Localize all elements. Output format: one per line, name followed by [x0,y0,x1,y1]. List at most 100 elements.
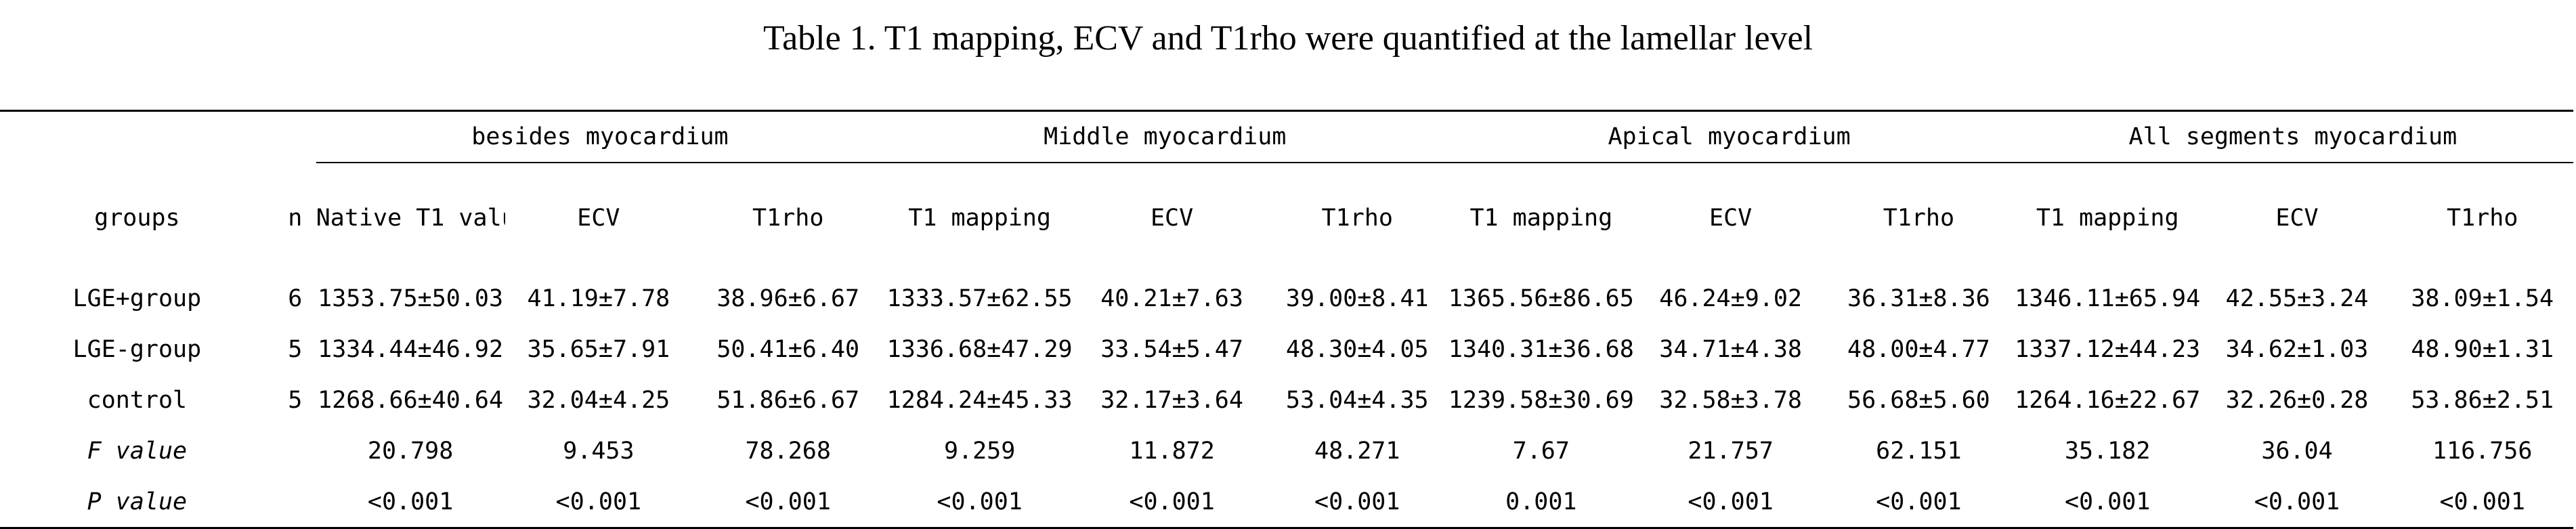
table-row: LGE+group 6 1353.75±50.03 41.19±7.78 38.96±6… [0,273,2573,324]
table-cell: 32.17±3.64 [1100,386,1243,414]
table-cell: <0.001 [2202,476,2392,529]
table-row: LGE-group 5 1334.44±46.92 35.65±7.91 50.41±6… [0,324,2573,375]
table-cell: 34.62±1.03 [2225,335,2369,363]
table-cell: <0.001 [692,476,884,529]
table-cell: 48.00±4.77 [1847,335,1990,363]
table-cell: 1340.31±36.68 [1448,335,1634,363]
data-table: besides myocardium Middle myocardium Api… [0,110,2573,529]
region-header-apical: Apical myocardium [1446,110,2013,163]
table-cell: 116.756 [2432,437,2533,465]
table-row: F value 20.798 9.453 78.268 9.259 11.872 48.27… [0,425,2573,476]
column-header: T1rho [752,205,824,232]
table-cell: 48.30±4.05 [1285,335,1429,363]
table-cell: 34.71±4.38 [1659,335,1802,363]
table-cell: <0.001 [1636,476,1826,529]
table-cell: 48.90±1.31 [2411,335,2554,363]
table-cell: <0.001 [2391,476,2573,529]
table-cell: 78.268 [745,437,831,465]
groups-header: groups [94,204,180,232]
n-header: n [288,204,303,232]
table-cell: 39.00±8.41 [1285,284,1429,312]
table-cell: 32.58±3.78 [1659,386,1802,414]
row-group-label: LGE+group [72,284,202,312]
column-header: T1 mapping [2036,205,2179,232]
column-header: T1rho [1883,205,1955,232]
region-header-middle: Middle myocardium [884,110,1446,163]
table-cell: 53.86±2.51 [2411,386,2554,414]
table-cell: 1264.16±22.67 [2015,386,2201,414]
table-cell: <0.001 [1268,476,1446,529]
table-cell: 56.68±5.60 [1847,386,1990,414]
region-header-besides: besides myocardium [316,110,884,163]
column-header: ECV [577,205,620,232]
table-cell: 36.04 [2261,437,2333,465]
table-body: LGE+group 6 1353.75±50.03 41.19±7.78 38.96±6… [0,273,2573,529]
table-cell: 38.09±1.54 [2411,284,2554,312]
table-cell: 42.55±3.24 [2225,284,2369,312]
table-cell: 62.151 [1876,437,1962,465]
table-cell: 53.04±4.35 [1285,386,1429,414]
corner-cell [274,110,316,163]
table-cell: 1337.12±44.23 [2015,335,2201,363]
table-cell: 7.67 [1512,437,1570,465]
row-group-label: P value [0,476,274,529]
column-header: ECV [2275,205,2319,232]
row-group-label: F value [87,437,188,465]
table-cell: 1353.75±50.03 [318,284,504,312]
column-header: T1 mapping [1469,205,1613,232]
column-header: Native T1 value [316,205,505,232]
column-header-row: groups n Native T1 value ECV T1rho T1 ma… [0,163,2573,273]
row-group-label: LGE-group [72,335,202,363]
column-header: ECV [1150,205,1194,232]
table-row: control 5 1268.66±40.64 32.04±4.25 51.86±6.6… [0,375,2573,425]
table-cell: 32.26±0.28 [2225,386,2369,414]
table-cell: 20.798 [367,437,454,465]
table-row: P value <0.001 <0.001 <0.001 <0.001 <0.001 <0.… [0,476,2573,529]
table-cell: 32.04±4.25 [527,386,670,414]
corner-cell [0,110,274,163]
table-cell: 9.259 [943,437,1016,465]
table-cell: 38.96±6.67 [716,284,860,312]
table-cell: 11.872 [1129,437,1215,465]
row-group-label: control [87,386,188,414]
table-cell: 1333.57±62.55 [886,284,1073,312]
table-cell: 35.182 [2064,437,2151,465]
table-cell: <0.001 [505,476,693,529]
table-cell: 9.453 [563,437,635,465]
table-cell: 1239.58±30.69 [1448,386,1634,414]
column-header: T1rho [1321,205,1393,232]
row-n-value [274,476,316,529]
table-cell: 1346.11±65.94 [2015,284,2201,312]
table-cell: <0.001 [1075,476,1269,529]
region-header-row: besides myocardium Middle myocardium Api… [0,110,2573,163]
column-header: T1 mapping [908,205,1051,232]
table-cell: 1284.24±45.33 [886,386,1073,414]
table-cell: <0.001 [1825,476,2013,529]
column-header: T1rho [2447,205,2518,232]
table-cell: 1336.68±47.29 [886,335,1073,363]
row-n-value [274,425,316,476]
table-cell: 0.001 [1446,476,1637,529]
table-cell: 46.24±9.02 [1659,284,1802,312]
table-cell: 41.19±7.78 [527,284,670,312]
row-n-value: 5 [288,386,303,414]
table-cell: 1334.44±46.92 [318,335,504,363]
table-cell: <0.001 [316,476,505,529]
row-n-value: 5 [288,335,303,363]
table-cell: 1365.56±86.65 [1448,284,1634,312]
row-n-value: 6 [288,284,303,312]
column-header: ECV [1709,205,1753,232]
table-cell: <0.001 [2012,476,2203,529]
table-cell: <0.001 [884,476,1076,529]
table-cell: 33.54±5.47 [1100,335,1243,363]
table-cell: 51.86±6.67 [716,386,860,414]
table-cell: 36.31±8.36 [1847,284,1990,312]
table-title: Table 1. T1 mapping, ECV and T1rho were … [763,19,1813,58]
table-cell: 35.65±7.91 [527,335,670,363]
table-cell: 40.21±7.63 [1100,284,1243,312]
region-header-all: All segments myocardium [2012,110,2573,163]
table-cell: 50.41±6.40 [716,335,860,363]
table-cell: 1268.66±40.64 [318,386,504,414]
table-cell: 48.271 [1314,437,1400,465]
table-cell: 21.757 [1688,437,1774,465]
